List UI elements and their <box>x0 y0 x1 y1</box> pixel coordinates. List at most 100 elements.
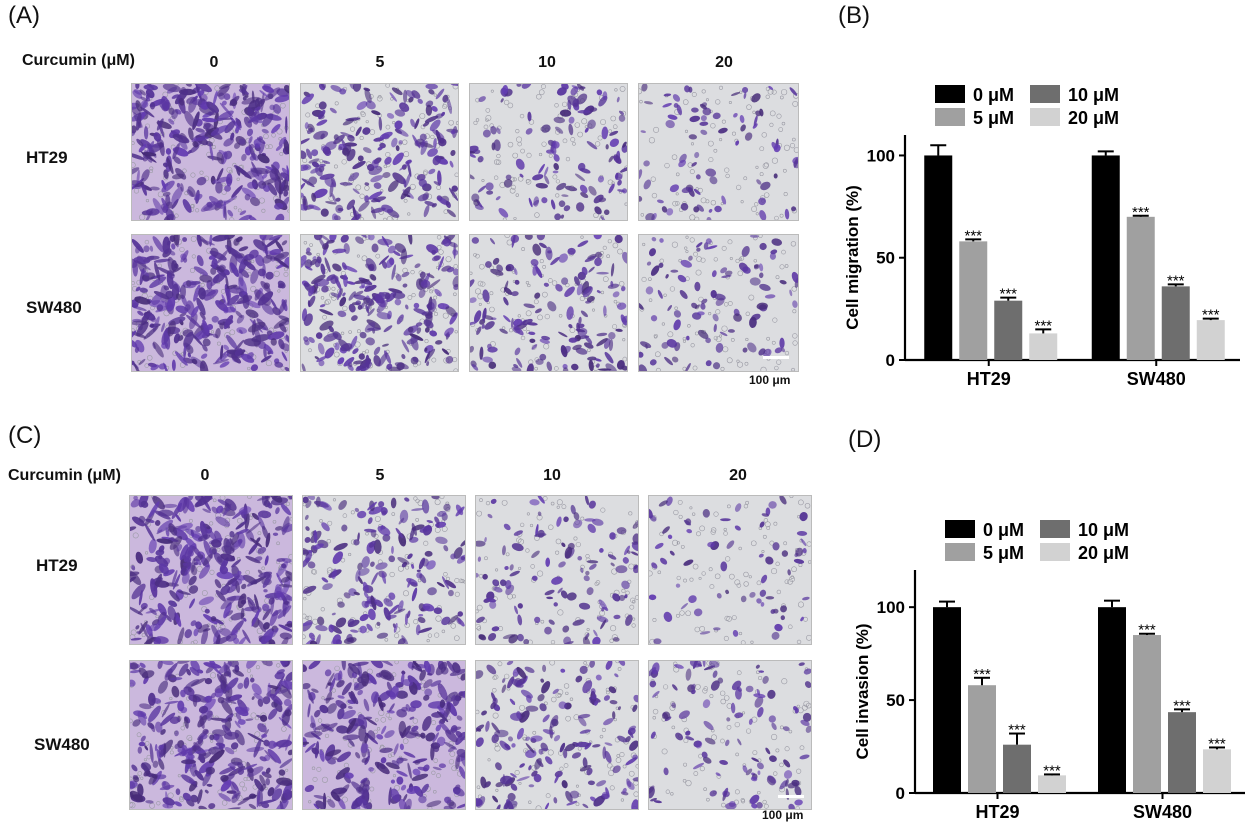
stained-cell <box>250 269 259 284</box>
stained-cell <box>236 327 248 334</box>
y-axis-label: Cell migration (%) <box>843 185 862 330</box>
stained-cell <box>163 169 169 179</box>
stained-cell <box>245 718 254 722</box>
stained-cell <box>166 157 174 175</box>
stained-cell <box>470 345 474 353</box>
stained-cell <box>164 700 179 705</box>
stained-cell <box>544 626 552 635</box>
stained-cell <box>141 169 150 182</box>
stained-cell <box>579 665 588 674</box>
stained-cell <box>224 120 236 134</box>
bar <box>1203 749 1231 793</box>
stained-cell <box>186 668 191 676</box>
stained-cell <box>275 507 280 515</box>
stained-cell <box>768 715 776 723</box>
membrane-pore <box>144 239 150 245</box>
stained-cell <box>227 209 234 217</box>
membrane-pore <box>494 745 501 752</box>
membrane-pore <box>389 571 395 578</box>
stained-cell <box>152 760 159 768</box>
stained-cell <box>270 338 277 346</box>
membrane-pore <box>789 143 796 149</box>
micrograph-c-ht29-10 <box>475 495 639 645</box>
stained-cell <box>174 743 180 749</box>
membrane-pore <box>784 746 790 752</box>
stained-cell <box>452 662 461 674</box>
stained-cell <box>393 250 401 257</box>
stained-cell <box>216 571 234 580</box>
membrane-pore <box>720 698 726 705</box>
stained-cell <box>180 183 184 192</box>
membrane-pore <box>730 338 735 342</box>
stained-cell <box>423 661 431 674</box>
membrane-pore <box>378 709 385 716</box>
stained-cell <box>412 768 421 776</box>
membrane-pore <box>455 121 458 126</box>
stained-cell <box>646 261 652 266</box>
micrograph-background <box>476 496 638 644</box>
membrane-pore <box>279 151 284 156</box>
stained-cell <box>399 102 410 112</box>
membrane-pore <box>483 124 489 130</box>
membrane-pore <box>525 310 532 317</box>
stained-cell <box>149 607 157 615</box>
stained-cell <box>253 739 262 758</box>
micrograph-a-sw480-5 <box>300 234 459 372</box>
membrane-pore <box>671 154 678 160</box>
stained-cell <box>316 235 331 242</box>
stained-cell <box>378 352 388 367</box>
stained-cell <box>343 274 348 288</box>
stained-cell <box>340 131 355 139</box>
stained-cell <box>192 141 199 148</box>
stained-cell <box>490 498 497 504</box>
membrane-pore <box>788 624 793 630</box>
stained-cell <box>744 132 753 141</box>
membrane-pore <box>403 198 408 203</box>
membrane-pore <box>132 281 136 286</box>
membrane-pore <box>518 781 522 785</box>
micrograph-texture <box>132 84 289 220</box>
stained-cell <box>439 699 446 709</box>
stained-cell <box>658 500 668 507</box>
stained-cell <box>431 105 438 112</box>
stained-cell <box>271 788 283 801</box>
membrane-pore <box>703 686 709 691</box>
stained-cell <box>144 745 149 751</box>
membrane-pore <box>771 89 777 95</box>
stained-cell <box>689 115 701 123</box>
stained-cell <box>132 90 143 99</box>
stained-cell <box>365 100 376 110</box>
stained-cell <box>752 123 758 129</box>
membrane-pore <box>321 776 328 783</box>
membrane-pore <box>529 523 534 528</box>
stained-cell <box>196 176 207 186</box>
bar <box>968 685 996 793</box>
stained-cell <box>793 558 805 564</box>
stained-cell <box>586 587 594 596</box>
stained-cell <box>220 779 232 792</box>
stained-cell <box>130 662 139 671</box>
stained-cell <box>379 131 393 140</box>
membrane-pore <box>735 752 739 757</box>
stained-cell <box>486 190 494 195</box>
stained-cell <box>196 297 206 316</box>
stained-cell <box>426 361 430 366</box>
stained-cell <box>545 557 551 568</box>
stained-cell <box>388 604 399 615</box>
stained-cell <box>542 714 550 723</box>
membrane-pore <box>361 255 368 262</box>
stained-cell <box>683 559 694 566</box>
stained-cell <box>567 247 576 255</box>
membrane-pore <box>723 527 727 532</box>
membrane-pore <box>565 715 571 722</box>
membrane-pore <box>706 797 710 802</box>
membrane-pore <box>779 762 784 768</box>
stained-cell <box>608 155 614 163</box>
stained-cell <box>331 192 337 204</box>
stained-cell <box>270 496 283 503</box>
stained-cell <box>267 93 274 100</box>
stained-cell <box>333 542 348 551</box>
stained-cell <box>702 509 710 518</box>
stained-cell <box>479 346 484 360</box>
stained-cell <box>419 669 426 681</box>
